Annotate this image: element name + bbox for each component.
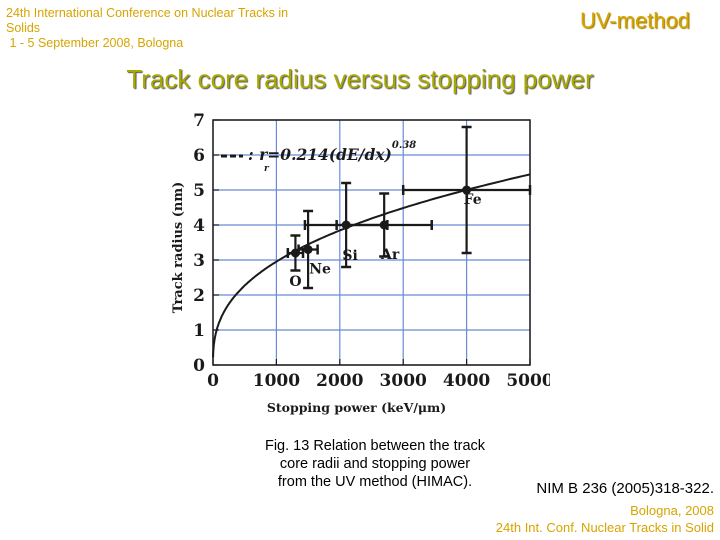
y-tick-label: 0 bbox=[193, 356, 205, 376]
plot-frame bbox=[212, 119, 531, 366]
conference-line-3: 1 - 5 September 2008, Bologna bbox=[6, 36, 184, 50]
legend-label: : r=0.214(dE/dx)0.38 bbox=[248, 140, 416, 164]
y-tick-label: 3 bbox=[193, 251, 205, 271]
x-tick-label: 5000 bbox=[506, 371, 550, 391]
data-point-marker bbox=[303, 245, 313, 254]
data-point-group: Fe bbox=[401, 125, 532, 255]
y-tick-label: 1 bbox=[193, 321, 205, 341]
legend-body: =0.214(dE/dx) bbox=[267, 145, 392, 164]
slide-title: Track core radius versus stopping power bbox=[126, 64, 594, 94]
data-point-group: O bbox=[286, 234, 305, 290]
footer-line-1: Bologna, 2008 bbox=[630, 503, 714, 518]
x-axis-label: Stopping power (keV/μm) bbox=[267, 400, 446, 415]
data-point-label: Si bbox=[342, 248, 357, 264]
data-point-label: Ar bbox=[380, 247, 400, 263]
caption-line-3: from the UV method (HIMAC). bbox=[277, 474, 473, 490]
y-axis-label: Track radius (nm) bbox=[171, 182, 186, 314]
x-tick-label: 2000 bbox=[316, 371, 363, 391]
data-point-label: Fe bbox=[464, 192, 482, 208]
data-point-label: O bbox=[289, 274, 301, 290]
legend-exponent: 0.38 bbox=[392, 140, 416, 151]
track-radius-chart: 0 1000 2000 3000 4000 5000 0 1 2 3 4 5 6 7 Stopping po… bbox=[171, 111, 550, 415]
data-point-group: Ne bbox=[297, 209, 331, 290]
conference-line-2: Solids bbox=[6, 21, 41, 35]
figure-caption: Fig. 13 Relation between the track core … bbox=[240, 437, 510, 491]
reference-citation: NIM B 236 (2005)318-322. bbox=[536, 480, 714, 497]
y-tick-label: 6 bbox=[193, 146, 205, 166]
legend-prefix: : r bbox=[248, 145, 269, 164]
y-tick-label: 5 bbox=[193, 181, 205, 201]
data-point-marker bbox=[379, 220, 389, 230]
x-tick-label: 4000 bbox=[443, 371, 490, 391]
data-point-label: Ne bbox=[309, 262, 331, 278]
y-tick-label: 7 bbox=[193, 111, 205, 131]
caption-line-1: Fig. 13 Relation between the track bbox=[264, 438, 486, 454]
footer-line-2: 24th Int. Conf. Nuclear Tracks in Solid bbox=[495, 520, 714, 535]
x-tick-label: 3000 bbox=[380, 371, 427, 391]
legend-subscript: r bbox=[264, 164, 270, 174]
conference-line-1: 24th International Conference on Nuclear… bbox=[6, 6, 289, 20]
y-tick-label: 2 bbox=[193, 286, 205, 306]
method-label: UV-method bbox=[579, 8, 690, 33]
data-point-marker bbox=[462, 185, 472, 195]
caption-line-2: core radii and stopping power bbox=[279, 456, 471, 472]
y-tick-label: 4 bbox=[193, 216, 205, 236]
footer: Bologna, 2008 24th Int. Conf. Nuclear Tr… bbox=[496, 502, 714, 536]
data-point-group: Ar bbox=[335, 192, 433, 263]
conference-header: 24th International Conference on Nuclear… bbox=[6, 6, 336, 51]
x-tick-label: 1000 bbox=[253, 371, 300, 391]
fit-curve bbox=[212, 173, 531, 358]
x-tick-label: 0 bbox=[207, 371, 219, 391]
